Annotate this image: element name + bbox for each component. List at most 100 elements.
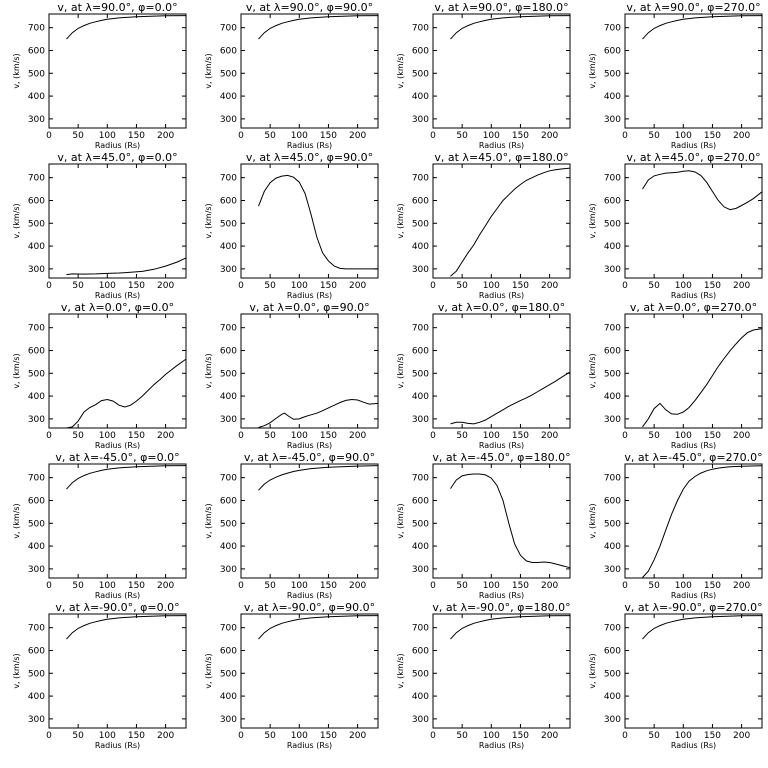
x-tick-label: 100 — [675, 281, 692, 291]
x-tick-label: 0 — [430, 731, 436, 741]
y-tick-label: 600 — [412, 646, 429, 656]
y-tick-label: 600 — [28, 646, 45, 656]
x-tick-label: 0 — [622, 281, 628, 291]
x-tick-label: 150 — [128, 731, 145, 741]
x-tick-label: 200 — [733, 131, 750, 141]
y-tick-label: 300 — [604, 715, 621, 725]
y-tick-label: 500 — [28, 69, 45, 79]
y-tick-label: 400 — [28, 692, 45, 702]
y-tick-label: 600 — [220, 46, 237, 56]
y-tick-label: 300 — [604, 115, 621, 125]
x-tick-label: 150 — [512, 131, 529, 141]
series-line — [642, 615, 763, 640]
x-tick-label: 0 — [46, 731, 52, 741]
plot-frame — [432, 13, 571, 129]
x-tick-label: 50 — [72, 281, 84, 291]
y-tick-label: 600 — [220, 496, 237, 506]
plot-frame — [48, 613, 187, 729]
y-tick-label: 700 — [28, 624, 45, 634]
x-tick-label: 150 — [320, 581, 337, 591]
chart-panel-12: v, at λ=0.0°, φ=270.0° 0 50 100 150 200 300 400… — [588, 301, 763, 450]
x-tick-label: 200 — [157, 281, 174, 291]
series-line — [258, 398, 379, 428]
plot-frame — [432, 313, 571, 429]
series-line — [450, 615, 571, 640]
series-line — [258, 465, 379, 491]
x-tick-label: 200 — [541, 281, 558, 291]
y-axis-label: v, (km/s) — [396, 653, 405, 688]
y-tick-label: 700 — [412, 174, 429, 184]
x-tick-label: 0 — [238, 581, 244, 591]
x-tick-label: 150 — [704, 431, 721, 441]
series-line — [450, 15, 571, 40]
x-tick-label: 200 — [733, 731, 750, 741]
x-tick-label: 150 — [320, 131, 337, 141]
plot-frame — [240, 163, 379, 279]
x-tick-label: 150 — [512, 581, 529, 591]
x-tick-label: 50 — [648, 581, 660, 591]
y-tick-label: 300 — [220, 565, 237, 575]
plot-frame — [240, 313, 379, 429]
x-tick-label: 0 — [622, 431, 628, 441]
x-tick-label: 100 — [291, 281, 308, 291]
chart-panel-10: v, at λ=0.0°, φ=90.0° 0 50 100 150 200 300 400 5… — [204, 301, 379, 450]
x-tick-label: 0 — [622, 731, 628, 741]
chart-title: v, at λ=0.0°, φ=0.0° — [61, 301, 174, 314]
x-axis-label: Radius (Rs) — [287, 291, 332, 300]
y-axis-label: v, (km/s) — [12, 203, 21, 238]
chart-panel-13: v, at λ=-45.0°, φ=0.0° 0 50 100 150 200 300 400… — [12, 451, 187, 600]
x-tick-label: 200 — [541, 581, 558, 591]
y-tick-label: 500 — [412, 669, 429, 679]
y-tick-label: 300 — [412, 565, 429, 575]
x-tick-label: 0 — [430, 581, 436, 591]
chart-title: v, at λ=45.0°, φ=270.0° — [626, 151, 760, 164]
y-tick-label: 400 — [604, 692, 621, 702]
x-axis-label: Radius (Rs) — [479, 441, 524, 450]
y-tick-label: 700 — [220, 174, 237, 184]
x-tick-label: 200 — [541, 131, 558, 141]
y-tick-label: 600 — [412, 346, 429, 356]
chart-panel-18: v, at λ=-90.0°, φ=90.0° 0 50 100 150 200 300 40… — [204, 601, 379, 750]
x-tick-label: 0 — [46, 431, 52, 441]
x-tick-label: 150 — [704, 281, 721, 291]
y-axis-label: v, (km/s) — [396, 353, 405, 388]
x-tick-label: 0 — [46, 281, 52, 291]
x-tick-label: 100 — [99, 581, 116, 591]
chart-title: v, at λ=90.0°, φ=90.0° — [246, 1, 373, 14]
x-tick-label: 100 — [675, 131, 692, 141]
y-tick-label: 400 — [604, 242, 621, 252]
x-axis-label: Radius (Rs) — [671, 291, 716, 300]
y-tick-label: 500 — [220, 219, 237, 229]
chart-title: v, at λ=0.0°, φ=90.0° — [249, 301, 369, 314]
y-tick-label: 300 — [220, 115, 237, 125]
chart-panel-7: v, at λ=45.0°, φ=180.0° 0 50 100 150 200 300 40… — [396, 151, 571, 300]
chart-title: v, at λ=-45.0°, φ=90.0° — [244, 451, 375, 464]
plot-frame — [48, 13, 187, 129]
x-tick-label: 50 — [72, 431, 84, 441]
x-tick-label: 50 — [456, 581, 468, 591]
y-axis-label: v, (km/s) — [396, 203, 405, 238]
x-tick-label: 100 — [291, 581, 308, 591]
x-axis-label: Radius (Rs) — [287, 591, 332, 600]
chart-panel-6: v, at λ=45.0°, φ=90.0° 0 50 100 150 200 300 400… — [204, 151, 379, 300]
plot-frame — [624, 13, 763, 129]
y-tick-label: 500 — [412, 69, 429, 79]
x-tick-label: 50 — [72, 131, 84, 141]
series-line — [66, 615, 187, 640]
series-line — [66, 257, 187, 276]
series-line — [642, 328, 763, 428]
x-tick-label: 100 — [291, 131, 308, 141]
y-tick-label: 300 — [604, 565, 621, 575]
x-tick-label: 0 — [238, 281, 244, 291]
x-axis-label: Radius (Rs) — [671, 591, 716, 600]
y-tick-label: 500 — [28, 519, 45, 529]
y-tick-label: 700 — [220, 474, 237, 484]
x-tick-label: 100 — [675, 431, 692, 441]
x-tick-label: 0 — [46, 131, 52, 141]
plot-frame — [624, 613, 763, 729]
y-tick-label: 300 — [28, 115, 45, 125]
y-axis-label: v, (km/s) — [204, 653, 213, 688]
y-tick-label: 700 — [28, 324, 45, 334]
y-tick-label: 600 — [220, 196, 237, 206]
